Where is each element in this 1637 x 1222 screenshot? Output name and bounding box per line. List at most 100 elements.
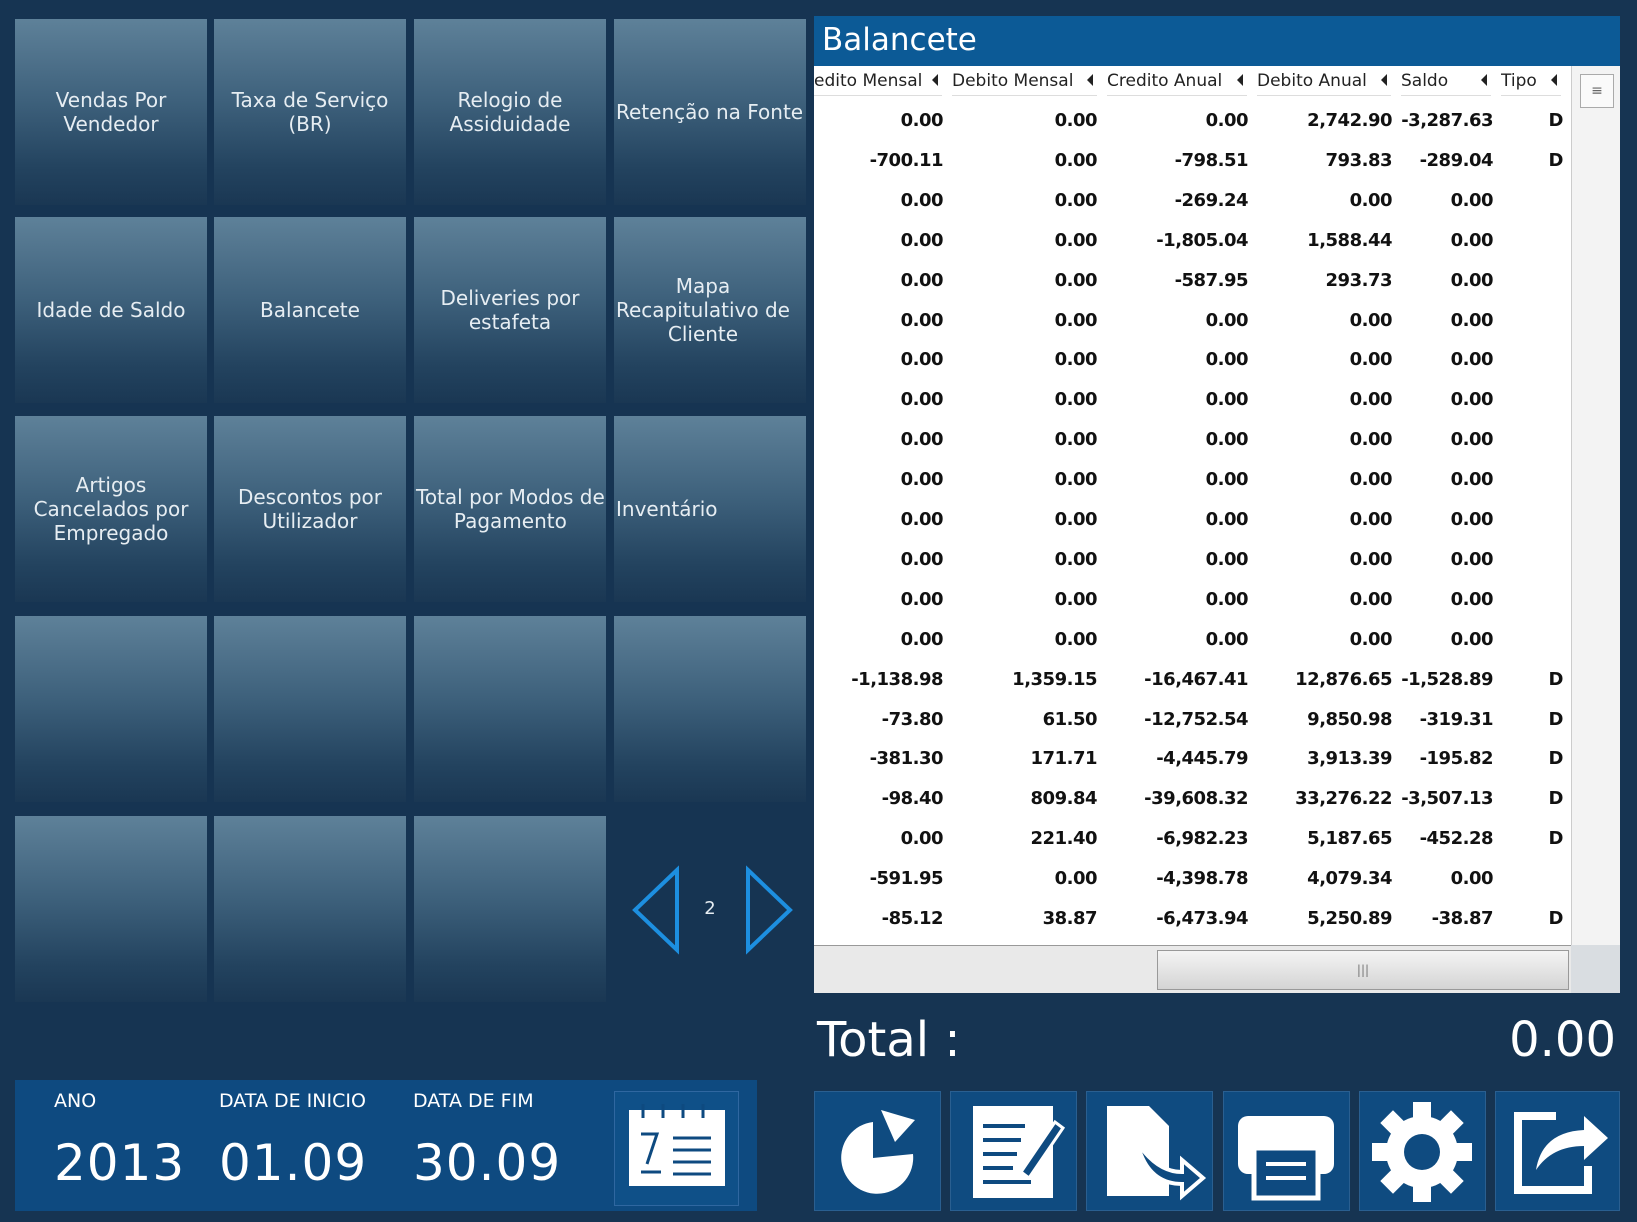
menu-tile[interactable]: Balancete [214, 217, 406, 403]
column-header[interactable]: Credito Anual [1107, 66, 1247, 96]
menu-tile[interactable]: Total por Modos de Pagamento [414, 416, 606, 602]
exit-button[interactable] [1495, 1091, 1620, 1211]
data-grid: edito Mensal Debito Mensal Credito Anual De… [814, 66, 1571, 945]
empty-tile[interactable] [214, 616, 406, 802]
menu-tile[interactable]: Retenção na Fonte [614, 19, 806, 205]
menu-tile[interactable]: Deliveries por estafeta [414, 217, 606, 403]
empty-tile[interactable] [414, 616, 606, 802]
table-cell: 0.00 [900, 628, 944, 650]
table-cell: 0.00 [1450, 628, 1494, 650]
table-cell: 0.00 [1450, 588, 1494, 610]
sort-arrow[interactable] [1237, 74, 1243, 86]
table-cell: D [1548, 748, 1564, 770]
prev-page[interactable] [632, 865, 679, 955]
table-cell: 0.00 [1205, 429, 1249, 451]
table-cell: D [1548, 788, 1564, 810]
menu-tile[interactable]: Inventário [614, 416, 806, 602]
horizontal-scrollbar[interactable]: ||| [814, 945, 1571, 993]
column-header[interactable]: Saldo [1401, 66, 1491, 96]
table-cell: 0.00 [1205, 110, 1249, 131]
print-button[interactable] [1223, 1091, 1350, 1211]
table-cell: 0.00 [900, 189, 944, 211]
table-cell: 0.00 [1349, 628, 1393, 650]
menu-tile[interactable]: Taxa de Serviço (BR) [214, 19, 406, 205]
print-icon [1238, 1116, 1334, 1201]
total-label: Total : [817, 1012, 961, 1068]
menu-tile[interactable]: Mapa Recapitulativo de Cliente [614, 217, 806, 403]
table-cell: 0.00 [900, 588, 944, 610]
table-cell: -39,608.32 [1144, 788, 1248, 810]
table-cell: 0.00 [1450, 509, 1494, 530]
scroll-thumb[interactable]: ||| [1157, 950, 1569, 990]
table-cell: D [1548, 908, 1564, 929]
table-cell: -85.12 [881, 908, 944, 929]
menu-tile[interactable]: Descontos por Utilizador [214, 416, 406, 602]
table-cell: 0.00 [1450, 349, 1494, 371]
report-panel: Balancete edito Mensal Debito Mensal Credi… [814, 16, 1620, 993]
menu-tile[interactable]: Relogio de Assiduidade [414, 19, 606, 205]
table-cell: 0.00 [900, 548, 944, 570]
column-header[interactable]: edito Mensal [814, 66, 942, 96]
date-label: DATA DE FIM [413, 1090, 534, 1112]
table-cell: -798.51 [1174, 149, 1249, 171]
sort-arrow[interactable] [932, 74, 938, 86]
table-cell: -1,528.89 [1401, 668, 1493, 690]
table-cell: 0.00 [1205, 469, 1249, 491]
empty-tile[interactable] [15, 616, 207, 802]
table-cell: 12,876.65 [1295, 668, 1392, 690]
sort-arrow[interactable] [1481, 74, 1487, 86]
menu-tile[interactable]: Vendas Por Vendedor [15, 19, 207, 205]
table-cell: 0.00 [1349, 588, 1393, 610]
empty-tile[interactable] [214, 816, 406, 1002]
sort-arrow[interactable] [1381, 74, 1387, 86]
settings-button[interactable] [1359, 1091, 1486, 1211]
table-cell: 0.00 [1054, 868, 1098, 890]
table-cell: -195.82 [1419, 748, 1494, 770]
column-header[interactable]: Debito Mensal [952, 66, 1097, 96]
empty-tile[interactable] [15, 816, 207, 1002]
table-cell: 0.00 [1054, 588, 1098, 610]
edit-icon [973, 1106, 1066, 1198]
column-header[interactable]: Debito Anual [1257, 66, 1391, 96]
table-cell: 809.84 [1030, 788, 1098, 810]
date-value: 30.09 [413, 1134, 562, 1192]
table-cell: -289.04 [1419, 149, 1494, 171]
table-cell: -587.95 [1174, 269, 1249, 291]
column-menu[interactable]: ≡ [1580, 74, 1614, 108]
table-cell: -3,287.63 [1401, 110, 1493, 131]
table-cell: D [1548, 708, 1564, 730]
sort-arrow[interactable] [1087, 74, 1093, 86]
table-cell: 0.00 [1349, 429, 1393, 451]
vertical-scrollbar[interactable]: ≡ [1571, 66, 1620, 945]
export-button[interactable] [1086, 1091, 1213, 1211]
page-number: 2 [704, 898, 716, 919]
empty-tile[interactable] [614, 616, 806, 802]
next-page[interactable] [746, 865, 793, 955]
chart-button[interactable] [814, 1091, 941, 1211]
table-cell: -6,982.23 [1156, 828, 1248, 850]
menu-tile[interactable]: Idade de Saldo [15, 217, 207, 403]
table-cell: -1,138.98 [851, 668, 943, 690]
menu-tile[interactable]: Artigos Cancelados por Empregado [15, 416, 207, 602]
table-cell: 0.00 [1450, 868, 1494, 890]
edit-button[interactable] [950, 1091, 1077, 1211]
table-cell: 0.00 [900, 828, 944, 850]
empty-tile[interactable] [414, 816, 606, 1002]
table-cell: 0.00 [1054, 429, 1098, 451]
calendar-button[interactable] [614, 1091, 739, 1206]
table-cell: 0.00 [1054, 548, 1098, 570]
table-cell: 0.00 [1450, 309, 1494, 331]
table-cell: 0.00 [1349, 349, 1393, 371]
table-cell: 3,913.39 [1307, 748, 1392, 770]
table-cell: 0.00 [1054, 229, 1098, 251]
column-header[interactable]: Tipo [1501, 66, 1561, 96]
table-cell: 0.00 [1450, 269, 1494, 291]
table-cell: D [1548, 110, 1564, 131]
table-cell: D [1548, 668, 1564, 690]
table-cell: 0.00 [900, 469, 944, 491]
sort-arrow[interactable] [1551, 74, 1557, 86]
table-cell: 0.00 [1450, 469, 1494, 491]
table-cell: -12,752.54 [1144, 708, 1248, 730]
table-cell: -3,507.13 [1401, 788, 1493, 810]
table-cell: 0.00 [900, 110, 944, 131]
